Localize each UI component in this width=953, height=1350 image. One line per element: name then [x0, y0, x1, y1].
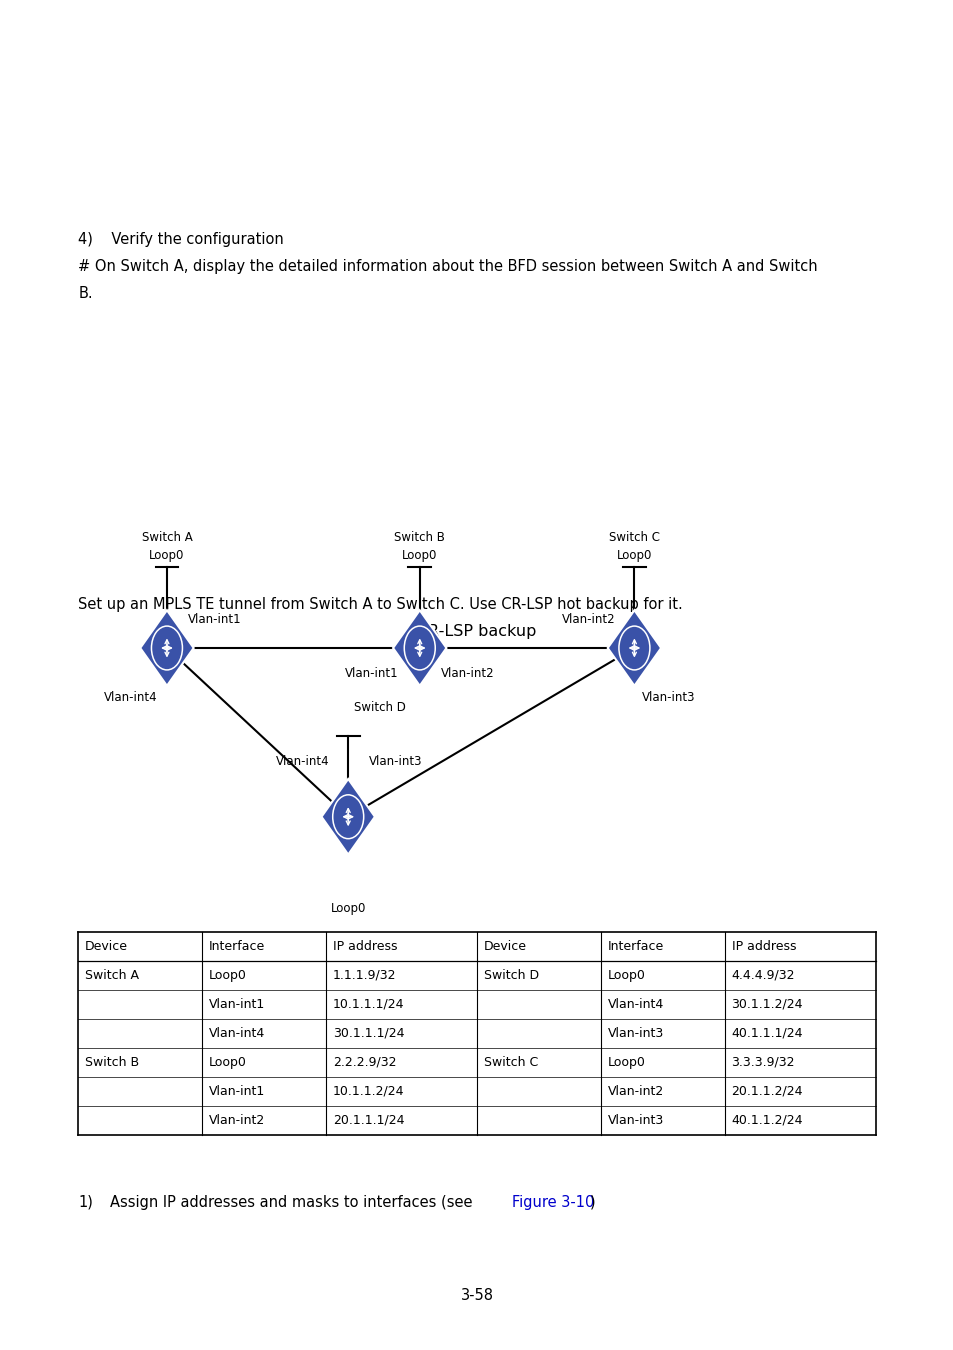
Polygon shape	[607, 610, 660, 686]
Text: 2.2.2.9/32: 2.2.2.9/32	[333, 1056, 395, 1069]
Text: 3-58: 3-58	[460, 1288, 493, 1304]
Text: 20.1.1.2/24: 20.1.1.2/24	[731, 1084, 802, 1098]
Text: Vlan-int1: Vlan-int1	[188, 613, 241, 626]
Text: Vlan-int3: Vlan-int3	[607, 1026, 663, 1040]
Text: 10.1.1.1/24: 10.1.1.1/24	[333, 998, 404, 1011]
Text: Set up an MPLS TE tunnel from Switch A to Switch C. Use CR-LSP hot backup for it: Set up an MPLS TE tunnel from Switch A t…	[78, 597, 682, 612]
Text: Switch D: Switch D	[354, 701, 405, 714]
Polygon shape	[393, 610, 446, 686]
Text: 40.1.1.2/24: 40.1.1.2/24	[731, 1114, 802, 1127]
Text: 30.1.1.2/24: 30.1.1.2/24	[731, 998, 802, 1011]
Text: 30.1.1.1/24: 30.1.1.1/24	[333, 1026, 404, 1040]
Text: Device: Device	[85, 940, 128, 953]
Text: B.: B.	[78, 286, 92, 301]
Text: 1): 1)	[78, 1195, 93, 1210]
Text: Vlan-int4: Vlan-int4	[209, 1026, 265, 1040]
Polygon shape	[140, 610, 193, 686]
Text: 4.4.4.9/32: 4.4.4.9/32	[731, 968, 794, 981]
Text: Vlan-int2: Vlan-int2	[561, 613, 615, 626]
Text: Vlan-int2: Vlan-int2	[440, 667, 494, 680]
Text: Vlan-int4: Vlan-int4	[104, 691, 157, 705]
Text: Switch A: Switch A	[141, 531, 193, 544]
Text: Switch B: Switch B	[394, 531, 445, 544]
Text: IP address: IP address	[731, 940, 795, 953]
Text: Vlan-int1: Vlan-int1	[345, 667, 398, 680]
Text: 20.1.1.1/24: 20.1.1.1/24	[333, 1114, 404, 1127]
Text: 10.1.1.2/24: 10.1.1.2/24	[333, 1084, 404, 1098]
Text: # On Switch A, display the detailed information about the BFD session between Sw: # On Switch A, display the detailed info…	[78, 259, 817, 274]
Text: Loop0: Loop0	[149, 548, 185, 562]
Text: 4)    Verify the configuration: 4) Verify the configuration	[78, 232, 284, 247]
Text: Vlan-int3: Vlan-int3	[369, 755, 422, 768]
Text: 3.3.3.9/32: 3.3.3.9/32	[731, 1056, 794, 1069]
Text: Vlan-int4: Vlan-int4	[607, 998, 663, 1011]
Polygon shape	[321, 779, 375, 855]
Text: Loop0: Loop0	[607, 968, 645, 981]
Text: Loop0: Loop0	[209, 1056, 247, 1069]
Text: Vlan-int2: Vlan-int2	[209, 1114, 265, 1127]
Text: IP address: IP address	[333, 940, 396, 953]
Text: Loop0: Loop0	[607, 1056, 645, 1069]
Text: 40.1.1.1/24: 40.1.1.1/24	[731, 1026, 802, 1040]
Text: Loop0: Loop0	[209, 968, 247, 981]
Text: Vlan-int1: Vlan-int1	[209, 1084, 265, 1098]
Text: Vlan-int3: Vlan-int3	[641, 691, 695, 705]
Text: Device: Device	[483, 940, 526, 953]
Text: Loop0: Loop0	[401, 548, 437, 562]
Text: Assign IP addresses and masks to interfaces (see: Assign IP addresses and masks to interfa…	[110, 1195, 476, 1210]
Text: Switch C: Switch C	[608, 531, 659, 544]
Text: CR-LSP backup: CR-LSP backup	[416, 624, 537, 639]
Text: Loop0: Loop0	[616, 548, 652, 562]
Text: Vlan-int3: Vlan-int3	[607, 1114, 663, 1127]
Text: Switch B: Switch B	[85, 1056, 139, 1069]
Text: Switch C: Switch C	[483, 1056, 537, 1069]
Text: Figure 3-10: Figure 3-10	[512, 1195, 594, 1210]
Text: Vlan-int4: Vlan-int4	[275, 755, 329, 768]
Text: Interface: Interface	[607, 940, 663, 953]
Text: 1.1.1.9/32: 1.1.1.9/32	[333, 968, 395, 981]
Text: Switch A: Switch A	[85, 968, 139, 981]
Text: Interface: Interface	[209, 940, 265, 953]
Text: ): )	[589, 1195, 595, 1210]
Text: Loop0: Loop0	[330, 902, 366, 915]
Text: Vlan-int2: Vlan-int2	[607, 1084, 663, 1098]
Text: Vlan-int1: Vlan-int1	[209, 998, 265, 1011]
Text: Switch D: Switch D	[483, 968, 538, 981]
